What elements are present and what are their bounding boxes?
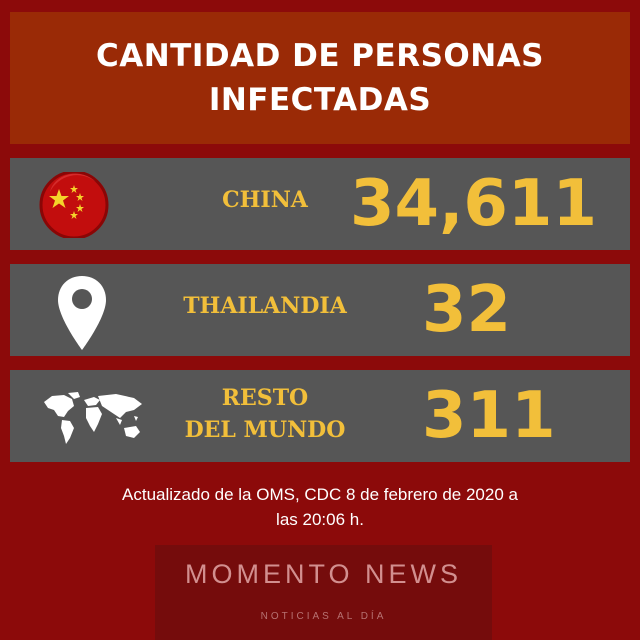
brand-logo: MOMENTO NEWS NOTICIAS AL DÍA bbox=[155, 545, 492, 640]
stat-row-resto-del-mundo: RESTO DEL MUNDO 311 bbox=[10, 370, 630, 462]
country-label-thailandia: THAILANDIA bbox=[183, 293, 347, 319]
infected-count-resto-del-mundo: 311 bbox=[422, 379, 556, 453]
brand-tagline: NOTICIAS AL DÍA bbox=[260, 611, 387, 622]
title-banner: CANTIDAD DE PERSONAS INFECTADAS bbox=[10, 12, 630, 144]
title-line-1: CANTIDAD DE PERSONAS bbox=[95, 38, 545, 74]
country-label-resto-del-mundo: RESTO DEL MUNDO bbox=[184, 385, 346, 443]
stat-row-thailandia: THAILANDIA 32 bbox=[10, 264, 630, 356]
update-note: Actualizado de la OMS, CDC 8 de febrero … bbox=[122, 485, 518, 529]
infected-count-china: 34,611 bbox=[350, 167, 597, 241]
location-pin-icon bbox=[58, 276, 106, 350]
country-label-china: CHINA bbox=[222, 187, 308, 213]
infected-count-thailandia: 32 bbox=[422, 273, 512, 347]
stat-row-china: CHINA 34,611 bbox=[10, 158, 630, 250]
world-map-icon bbox=[44, 392, 142, 444]
china-flag-icon bbox=[39, 172, 109, 238]
title-line-2: INFECTADAS bbox=[208, 82, 432, 118]
brand-name: MOMENTO NEWS bbox=[185, 559, 462, 589]
